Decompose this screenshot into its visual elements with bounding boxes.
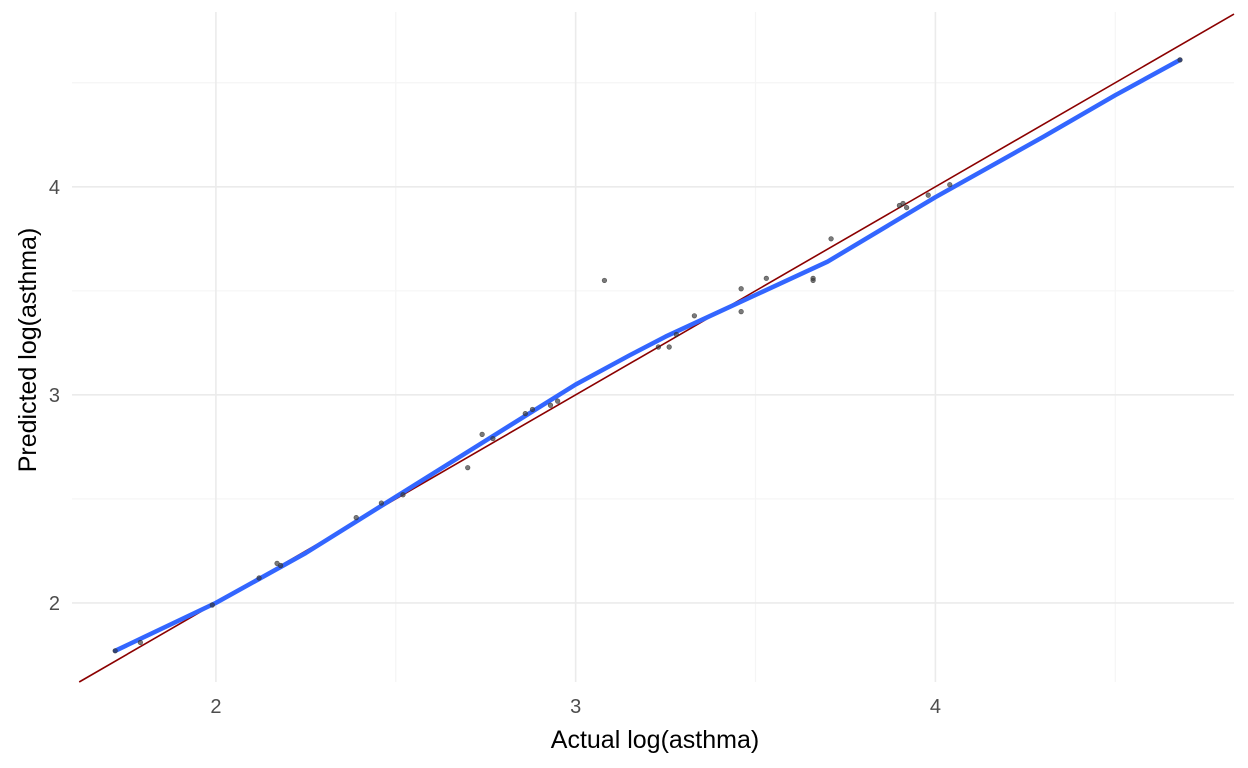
minor-gridlines xyxy=(72,12,1234,682)
x-tick-labels: 2 3 4 xyxy=(210,696,941,718)
y-tick-label-0: 2 xyxy=(49,593,60,615)
data-point-32 xyxy=(1177,57,1183,63)
y-tick-labels: 2 3 4 xyxy=(49,177,60,615)
data-point-10 xyxy=(479,431,485,437)
y-tick-label-1: 3 xyxy=(49,385,60,407)
x-tick-label-2: 4 xyxy=(930,696,941,718)
data-point-18 xyxy=(666,344,672,350)
y-tick-label-2: 4 xyxy=(49,177,60,199)
data-point-1 xyxy=(137,639,143,646)
major-gridlines xyxy=(72,12,1234,682)
data-point-23 xyxy=(763,275,769,281)
data-point-7 xyxy=(378,500,384,506)
data-point-20 xyxy=(691,313,697,319)
data-point-25 xyxy=(810,277,816,284)
data-point-11 xyxy=(490,435,496,442)
x-axis-title: Actual log(asthma) xyxy=(551,726,759,754)
data-point-6 xyxy=(353,515,359,521)
data-point-5 xyxy=(278,562,284,569)
data-point-17 xyxy=(655,344,661,350)
data-point-21 xyxy=(738,286,744,292)
data-point-13 xyxy=(529,406,536,413)
data-point-31 xyxy=(947,182,953,188)
x-tick-label-1: 3 xyxy=(570,696,581,718)
y-axis-title: Predicted log(asthma) xyxy=(14,228,42,473)
data-point-28 xyxy=(900,200,906,207)
data-point-14 xyxy=(547,402,554,408)
data-point-26 xyxy=(828,236,834,242)
data-point-30 xyxy=(925,192,931,198)
data-point-2 xyxy=(209,602,215,608)
data-point-15 xyxy=(555,398,561,404)
smooth-line-group xyxy=(112,57,1183,654)
data-point-0 xyxy=(112,648,118,654)
data-point-19 xyxy=(673,331,679,338)
data-point-8 xyxy=(400,492,406,498)
x-tick-label-0: 2 xyxy=(210,696,221,718)
data-point-9 xyxy=(465,465,471,471)
data-points xyxy=(112,57,1183,654)
data-point-29 xyxy=(904,204,910,211)
data-point-16 xyxy=(601,277,608,284)
data-point-3 xyxy=(256,575,262,581)
smooth-line xyxy=(112,57,1183,654)
data-point-12 xyxy=(522,410,528,417)
data-point-22 xyxy=(738,309,744,315)
